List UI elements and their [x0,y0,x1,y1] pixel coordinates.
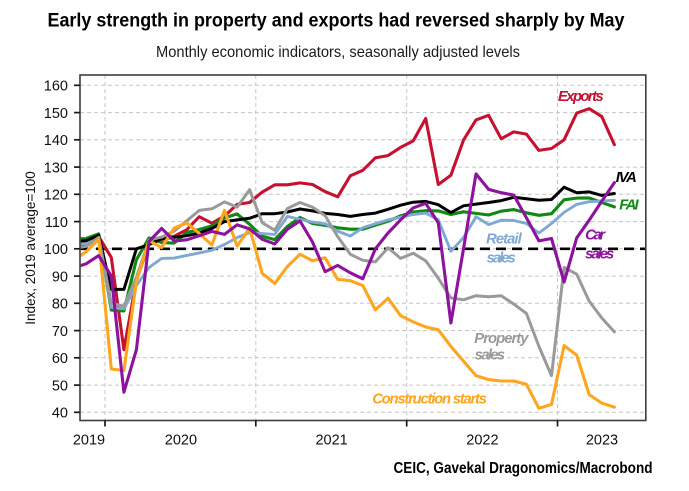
svg-text:Index, 2019 average=100: Index, 2019 average=100 [23,171,38,325]
svg-text:70: 70 [52,324,68,340]
svg-text:2021: 2021 [315,433,347,449]
svg-text:Car: Car [585,228,606,244]
svg-text:120: 120 [44,188,68,204]
svg-text:2020: 2020 [165,433,197,449]
svg-text:110: 110 [45,215,68,231]
svg-text:130: 130 [44,160,68,176]
svg-text:90: 90 [52,269,68,285]
svg-text:sales: sales [475,348,505,364]
svg-text:60: 60 [52,351,68,367]
svg-text:sales: sales [585,247,614,263]
svg-text:2019: 2019 [73,433,105,449]
svg-text:Early strength in property and: Early strength in property and exports h… [48,9,625,31]
svg-text:CEIC, Gavekal Dragonomics/Macr: CEIC, Gavekal Dragonomics/Macrobond [394,460,653,477]
svg-text:140: 140 [44,133,68,149]
svg-text:Retail: Retail [486,231,522,247]
svg-text:IVA: IVA [616,170,637,186]
svg-text:Construction starts: Construction starts [372,391,487,407]
svg-text:100: 100 [44,242,68,258]
svg-text:FAI: FAI [619,197,639,213]
svg-text:sales: sales [487,250,516,266]
svg-text:Monthly economic indicators, s: Monthly economic indicators, seasonally … [156,44,520,61]
svg-text:50: 50 [52,378,68,394]
svg-text:Exports: Exports [558,89,604,105]
svg-text:Property: Property [474,331,529,347]
svg-text:80: 80 [52,297,68,313]
svg-text:40: 40 [52,406,68,422]
svg-text:2022: 2022 [466,433,498,449]
svg-text:150: 150 [44,106,68,122]
svg-text:160: 160 [44,79,68,95]
svg-text:2023: 2023 [586,433,618,449]
